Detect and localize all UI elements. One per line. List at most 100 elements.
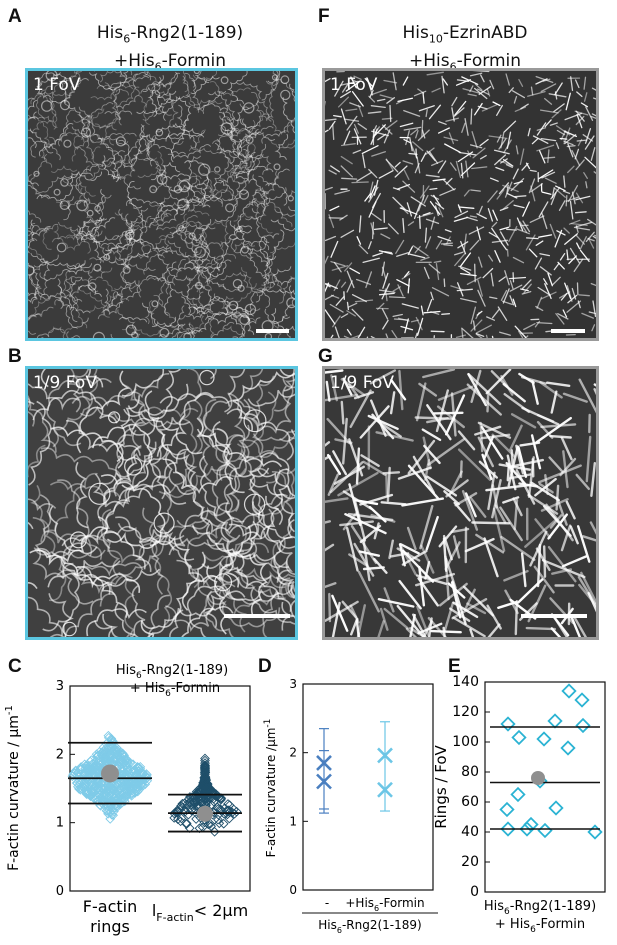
y-tick-label: 60: [461, 794, 479, 810]
filament-streak: [528, 248, 538, 258]
filament: [182, 71, 189, 93]
filament: [265, 182, 288, 206]
filament: [164, 289, 173, 316]
filament-streak: [412, 455, 436, 494]
filament-streak: [477, 279, 483, 297]
filament: [242, 118, 276, 141]
data-point: [548, 800, 564, 816]
filament: [148, 299, 157, 327]
chart-e: 0 20 40 60 80 100 120 140 Rings / FoV His6-Rng2…: [432, 674, 606, 935]
filament-streak: [346, 301, 350, 311]
filament-streak: [478, 205, 483, 214]
data-point: [100, 751, 111, 762]
filament-streak: [423, 310, 441, 314]
data-point: [200, 753, 210, 764]
filament-streak: [382, 272, 389, 289]
filament-streak: [527, 127, 531, 137]
filament: [127, 140, 139, 172]
filament-streak: [590, 461, 596, 498]
filament-streak: [399, 122, 414, 128]
filament-streak: [403, 169, 410, 181]
filament-streak: [588, 237, 595, 249]
filament-streak: [402, 160, 414, 165]
actin-ring: [239, 314, 250, 325]
filament: [58, 71, 83, 83]
filament: [165, 95, 192, 126]
filament: [229, 556, 286, 600]
filament-streak: [576, 91, 583, 98]
filament-streak: [579, 236, 587, 251]
filament: [123, 408, 198, 492]
filament-streak: [418, 382, 438, 397]
filament-streak: [469, 628, 475, 637]
actin-ring: [94, 205, 101, 212]
filament: [99, 230, 127, 260]
data-point: [105, 814, 116, 824]
filament-streak: [514, 325, 527, 338]
filament: [190, 75, 220, 95]
filament-streak: [515, 145, 519, 155]
filament-streak: [584, 156, 596, 169]
filament-streak: [489, 177, 499, 182]
filament: [89, 294, 118, 312]
data-point: [196, 793, 206, 804]
filament: [264, 308, 291, 325]
filament-streak: [551, 109, 562, 119]
filament-streak: [351, 294, 367, 303]
filament: [157, 194, 172, 217]
filament: [184, 160, 210, 173]
filament-streak: [499, 506, 523, 542]
y-tick-label: 0: [56, 884, 64, 899]
data-point: [179, 798, 190, 809]
filament-streak: [523, 323, 536, 331]
filament: [192, 172, 215, 198]
filament: [188, 129, 206, 152]
filament-streak: [539, 253, 551, 257]
filament-streak: [544, 97, 553, 105]
filament: [119, 71, 138, 81]
filament: [178, 155, 202, 182]
filament: [38, 123, 74, 157]
actin-ring: [195, 281, 203, 290]
filament-streak: [362, 154, 366, 169]
filament-streak: [412, 141, 424, 152]
filament: [28, 228, 50, 237]
micrograph-f-image: [325, 71, 596, 338]
filament-streak: [525, 237, 539, 240]
filament-streak: [489, 79, 495, 90]
filament: [63, 99, 86, 133]
filament-streak: [417, 622, 443, 635]
actin-ring: [59, 99, 71, 111]
filament-streak: [590, 115, 596, 120]
filament-streak: [480, 425, 504, 460]
filament: [70, 227, 103, 237]
filament: [121, 369, 165, 397]
filament: [60, 557, 161, 587]
filament-streak: [403, 109, 421, 117]
data-point: [198, 779, 208, 790]
filament: [28, 397, 57, 453]
filament: [78, 284, 102, 297]
filament-streak: [488, 254, 494, 262]
filament: [286, 330, 292, 338]
filament: [259, 288, 295, 295]
filament-streak: [325, 118, 337, 122]
filament-streak: [551, 568, 573, 575]
filament-streak: [514, 599, 519, 636]
fov-label-b: 1/9 FoV: [33, 373, 97, 393]
data-point: [129, 765, 140, 776]
filament-streak: [433, 335, 435, 338]
filament: [73, 108, 105, 124]
filament: [32, 175, 72, 193]
filament-streak: [437, 385, 474, 401]
filament-streak: [325, 282, 330, 293]
filament: [54, 286, 83, 306]
filament-streak: [520, 552, 527, 588]
filament: [47, 326, 78, 338]
micrograph-g: 1/9 FoV: [322, 366, 599, 640]
y-tick-label: 3: [289, 677, 297, 691]
filament: [36, 526, 108, 566]
filament-streak: [536, 296, 543, 309]
actin-ring: [107, 411, 121, 424]
filament: [213, 170, 246, 186]
